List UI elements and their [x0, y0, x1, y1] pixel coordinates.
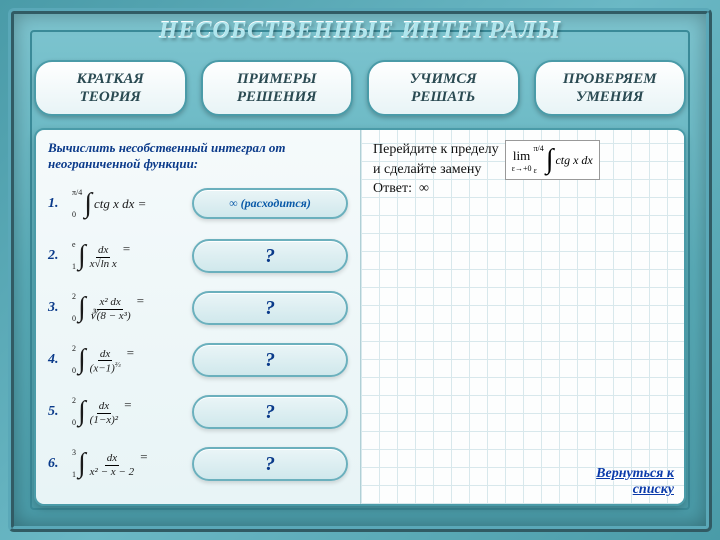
answer-pill[interactable]: ∞ (расходится): [192, 188, 348, 219]
prompt-text: Вычислить несобственный интеграл от неог…: [48, 140, 348, 173]
integral-icon: e1∫: [72, 241, 86, 271]
solution-block: Перейдите к пределу и сделайте замену От…: [373, 140, 672, 199]
answer-pill[interactable]: ?: [192, 291, 348, 325]
solution-column: Перейдите к пределу и сделайте замену От…: [360, 130, 684, 504]
tab-practice[interactable]: УЧИМСЯ РЕШАТЬ: [367, 60, 520, 116]
answer-pill[interactable]: ?: [192, 239, 348, 273]
lim-label: lim: [513, 148, 530, 164]
answer-pill[interactable]: ?: [192, 395, 348, 429]
integral-icon: π/4 ε ∫: [534, 145, 554, 175]
problem-number: 2.: [48, 248, 62, 264]
solution-line1: Перейдите к пределу: [373, 142, 499, 157]
problem-number: 3.: [48, 300, 62, 316]
solution-line2: и сделайте замену: [373, 162, 481, 177]
solution-text: Перейдите к пределу и сделайте замену От…: [373, 140, 499, 199]
integral-icon: π/40∫: [72, 189, 92, 219]
answer-pill[interactable]: ?: [192, 343, 348, 377]
limit-expression: lim ε→+0 π/4 ε ∫ ctg x dx: [505, 140, 600, 180]
problem-row: 4. 20∫dx(x−1)⅔ =?: [48, 337, 348, 383]
integral-icon: 20∫: [72, 397, 86, 427]
problem-expression: 31∫dxx² − x − 2 =: [72, 449, 182, 479]
integral-icon: 20∫: [72, 293, 86, 323]
problem-number: 4.: [48, 352, 62, 368]
return-l1: Вернуться к: [596, 466, 674, 481]
problem-number: 5.: [48, 404, 62, 420]
problem-expression: π/40∫ctg x dx =: [72, 189, 182, 219]
tab-examples[interactable]: ПРИМЕРЫ РЕШЕНИЯ: [201, 60, 354, 116]
int-lower: ε: [534, 167, 544, 175]
tab-label: КРАТКАЯ: [77, 71, 144, 87]
tab-test[interactable]: ПРОВЕРЯЕМ УМЕНИЯ: [534, 60, 687, 116]
tab-label: ПРОВЕРЯЕМ: [563, 71, 657, 87]
answer-label: Ответ:: [373, 181, 412, 196]
integral-icon: 20∫: [72, 345, 86, 375]
problems-column: Вычислить несобственный интеграл от неог…: [36, 130, 360, 504]
int-upper: π/4: [534, 145, 544, 153]
lim-sub: ε→+0: [512, 164, 532, 173]
integrand: ctg x dx: [555, 153, 592, 168]
tab-label: ТЕОРИЯ: [40, 88, 181, 106]
problem-expression: e1∫dxx√ln x =: [72, 241, 182, 271]
page-title: НЕСОБСТВЕННЫЕ ИНТЕГРАЛЫ: [0, 18, 720, 45]
problem-number: 1.: [48, 196, 62, 212]
problems-list: 1. π/40∫ctg x dx = ∞ (расходится) 2. e1∫dxx√…: [48, 181, 348, 487]
tab-label: РЕШАТЬ: [373, 88, 514, 106]
problem-row: 3. 20∫x² dx∛(8 − x³) =?: [48, 285, 348, 331]
answer-pill[interactable]: ?: [192, 447, 348, 481]
return-link[interactable]: Вернуться к списку: [596, 466, 674, 498]
tab-label: РЕШЕНИЯ: [207, 88, 348, 106]
problem-expression: 20∫x² dx∛(8 − x³) =: [72, 293, 182, 323]
problem-row: 6. 31∫dxx² − x − 2 =?: [48, 441, 348, 487]
tab-label: УМЕНИЯ: [540, 88, 681, 106]
return-l2: списку: [596, 482, 674, 498]
tab-label: ПРИМЕРЫ: [237, 71, 317, 87]
problem-expression: 20∫dx(1−x)² =: [72, 397, 182, 427]
problem-expression: 20∫dx(x−1)⅔ =: [72, 345, 182, 375]
answer-value: ∞: [419, 181, 429, 196]
main-panel: Вычислить несобственный интеграл от неог…: [34, 128, 686, 506]
problem-number: 6.: [48, 456, 62, 472]
tabs-bar: КРАТКАЯ ТЕОРИЯ ПРИМЕРЫ РЕШЕНИЯ УЧИМСЯ РЕ…: [34, 60, 686, 116]
problem-row: 1. π/40∫ctg x dx = ∞ (расходится): [48, 181, 348, 227]
problem-row: 5. 20∫dx(1−x)² =?: [48, 389, 348, 435]
tab-label: УЧИМСЯ: [410, 71, 477, 87]
integral-icon: 31∫: [72, 449, 86, 479]
problem-row: 2. e1∫dxx√ln x =?: [48, 233, 348, 279]
tab-theory[interactable]: КРАТКАЯ ТЕОРИЯ: [34, 60, 187, 116]
